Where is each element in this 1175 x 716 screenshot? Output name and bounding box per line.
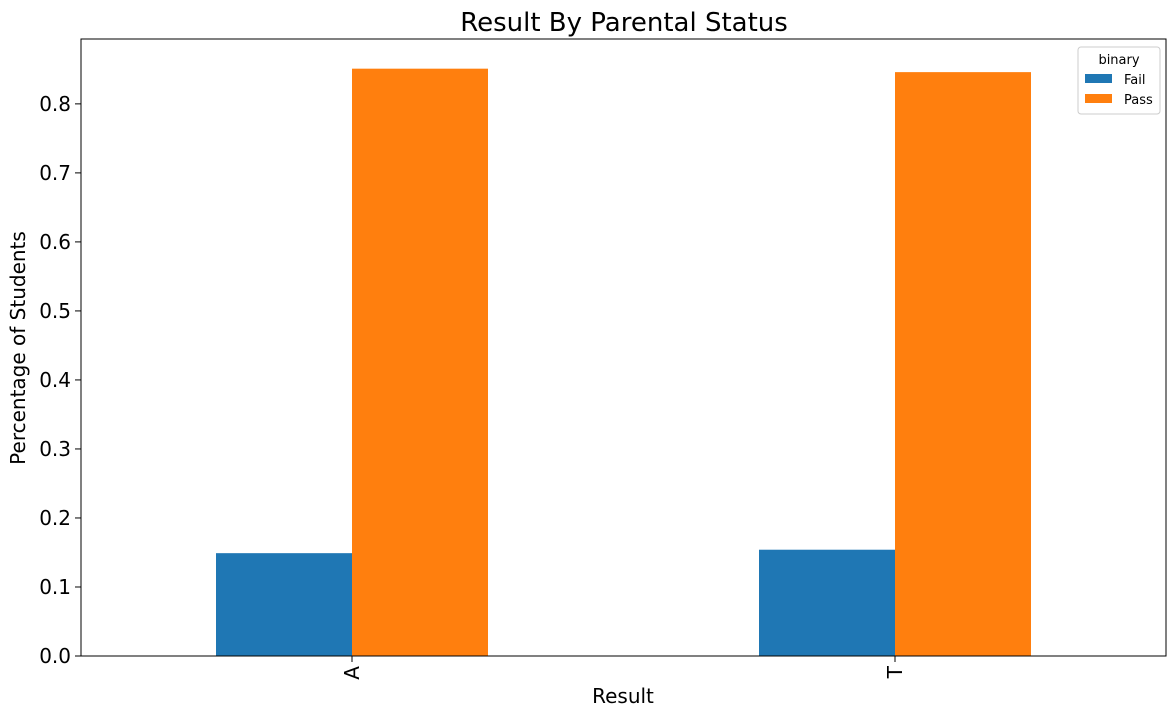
legend: binary Fail Pass: [1077, 46, 1161, 115]
y-tick-label: 0.1: [39, 575, 71, 599]
y-tick-label: 0.2: [39, 506, 71, 530]
bar-fail-t: [759, 549, 895, 656]
y-axis: 0.0 0.1 0.2 0.3 0.4 0.5 0.6 0.7 0.8: [39, 92, 81, 668]
y-tick-label: 0.8: [39, 92, 71, 116]
y-tick-label: 0.3: [39, 437, 71, 461]
y-tick-label: 0.7: [39, 161, 71, 185]
legend-label-fail: Fail: [1124, 73, 1145, 88]
bars-group: [216, 68, 1031, 657]
bar-pass-t: [895, 72, 1031, 657]
y-axis-label: Percentage of Students: [6, 231, 30, 465]
y-tick-label: 0.4: [39, 368, 71, 392]
y-tick-label: 0.0: [39, 644, 71, 668]
legend-label-pass: Pass: [1124, 93, 1153, 108]
x-tick-label: T: [883, 665, 907, 679]
bar-pass-a: [352, 68, 488, 656]
legend-swatch-fail: [1085, 74, 1112, 83]
legend-swatch-pass: [1085, 94, 1112, 103]
bar-fail-a: [216, 553, 352, 656]
x-axis-label: Result: [592, 684, 654, 708]
y-tick-label: 0.5: [39, 299, 71, 323]
x-tick-label: A: [340, 666, 364, 680]
legend-title: binary: [1098, 53, 1139, 68]
chart-title: Result By Parental Status: [460, 8, 788, 38]
y-tick-label: 0.6: [39, 230, 71, 254]
plot-frame: [80, 38, 1167, 657]
